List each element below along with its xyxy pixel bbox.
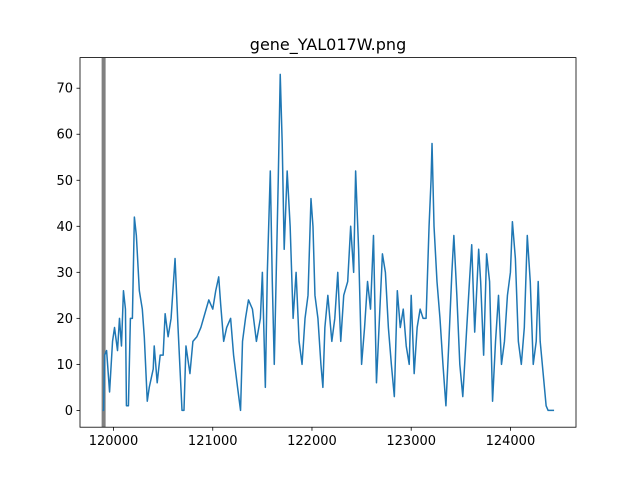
- y-tick-label: 50: [56, 174, 73, 189]
- y-tick-label: 30: [56, 266, 73, 281]
- x-tick-label: 123000: [386, 434, 436, 449]
- chart-title: gene_YAL017W.png: [250, 35, 406, 55]
- x-tick-label: 121000: [188, 434, 238, 449]
- x-tick-label: 124000: [486, 434, 536, 449]
- axes-frame: [79, 57, 577, 428]
- y-tick-label: 40: [56, 220, 73, 235]
- y-tick-label: 20: [56, 312, 73, 327]
- y-tick-label: 60: [56, 128, 73, 143]
- x-tick-label: 120000: [89, 434, 139, 449]
- y-tick-label: 70: [56, 82, 73, 97]
- x-tick-label: 122000: [287, 434, 337, 449]
- y-tick-label: 0: [65, 404, 73, 419]
- y-tick-label: 10: [56, 358, 73, 373]
- data-line: [102, 73, 555, 412]
